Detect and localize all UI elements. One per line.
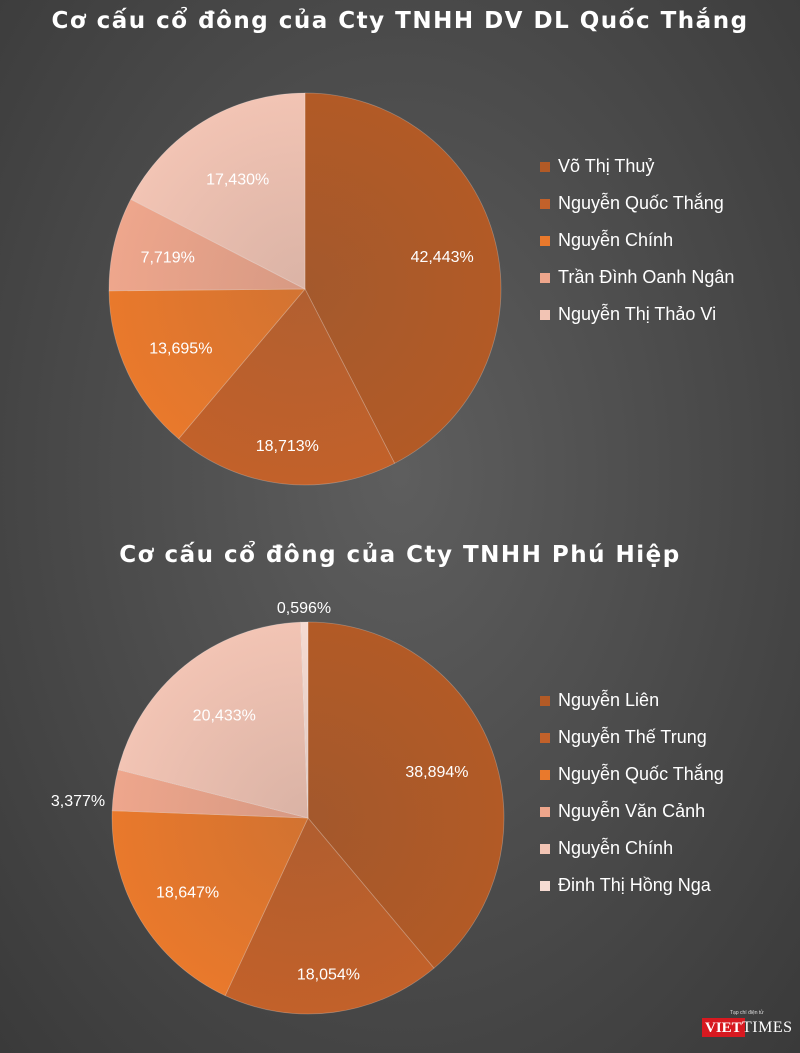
pie-svg-phu-hiep: 38,894% 18,054% 18,647% 3,377% 20,433% 0,596% [51, 600, 505, 1015]
logo-tagline: Tạp chí điện tử [730, 1010, 764, 1016]
slice-value-label: 18,054% [297, 966, 360, 983]
legend-item: Nguyễn Văn Cảnh [540, 793, 724, 830]
slice-value-label: 13,695% [149, 340, 212, 357]
slice-value-label: 18,713% [256, 438, 319, 455]
logo-viet: VIET [702, 1018, 745, 1037]
legend-swatch [540, 198, 550, 209]
slice-value-label: 18,647% [156, 885, 219, 902]
pie-slice [224, 817, 435, 1015]
pie-slice [130, 92, 306, 290]
chart-title: Cơ cấu cổ đông của Cty TNHH DV DL Quốc T… [51, 8, 749, 34]
pie-svg-quoc-thang: 42,443% 18,713% 13,695% 7,719% 17,430% [108, 92, 502, 486]
legend-item: Võ Thị Thuỷ [540, 148, 734, 185]
legend-label: Nguyễn Quốc Thắng [558, 764, 724, 784]
legend-label: Nguyễn Quốc Thắng [558, 193, 724, 213]
legend-swatch [540, 161, 550, 172]
legend-item: Nguyễn Chính [540, 222, 734, 259]
chart-title: Cơ cấu cổ đông của Cty TNHH Phú Hiệp [119, 542, 681, 568]
legend-item: Nguyễn Chính [540, 830, 724, 867]
legend: Nguyễn Liên Nguyễn Thế Trung Nguyễn Quốc T… [540, 682, 724, 904]
legend-swatch [540, 732, 550, 743]
pie-chart-quoc-thang: 42,443% 18,713% 13,695% 7,719% 17,430% Cơ cấ… [0, 0, 800, 520]
legend-label: Nguyễn Thế Trung [558, 727, 707, 747]
pie-slice [117, 621, 309, 819]
logo-times: TIMES [742, 1019, 793, 1036]
legend: Võ Thị Thuỷ Nguyễn Quốc Thắng Nguyễn Chính… [540, 148, 734, 333]
slice-value-label: 20,433% [193, 707, 256, 724]
pie-slice [300, 621, 309, 819]
legend-swatch [540, 880, 550, 891]
legend-item: Nguyễn Liên [540, 682, 724, 719]
legend-swatch [540, 843, 550, 854]
slice-value-label: 38,894% [405, 764, 468, 781]
pie-slice [111, 810, 309, 997]
legend-label: Nguyễn Văn Cảnh [558, 801, 706, 821]
legend-swatch [540, 695, 550, 706]
legend-label: Nguyễn Liên [558, 690, 660, 710]
pie-slice [108, 288, 306, 440]
pie-slice [307, 621, 505, 969]
legend-label: Nguyễn Chính [558, 230, 674, 250]
legend-swatch [540, 235, 550, 246]
pie-slice [178, 288, 396, 486]
legend-swatch [540, 309, 550, 320]
slice-value-label: 7,719% [141, 249, 195, 266]
legend-item: Nguyễn Thế Trung [540, 719, 724, 756]
legend-swatch [540, 769, 550, 780]
legend-label: Võ Thị Thuỷ [558, 156, 655, 176]
legend-label: Nguyễn Chính [558, 838, 674, 858]
legend-item: Nguyễn Thị Thảo Vi [540, 296, 734, 333]
pie-slice [111, 769, 309, 819]
pie-slice [304, 92, 502, 464]
legend-item: Nguyễn Quốc Thắng [540, 756, 724, 793]
vietimes-logo: Tạp chí điện tử VIET TIMES [702, 1010, 793, 1044]
legend-label: Nguyễn Thị Thảo Vi [558, 304, 717, 324]
legend-item: Nguyễn Quốc Thắng [540, 185, 734, 222]
legend-swatch [540, 806, 550, 817]
slice-value-label: 42,443% [411, 249, 474, 266]
legend-swatch [540, 272, 550, 283]
legend-label: Trần Đình Oanh Ngân [558, 267, 735, 287]
pie-chart-phu-hiep: 38,894% 18,054% 18,647% 3,377% 20,433% 0,596%… [0, 520, 800, 1053]
slice-value-label: 3,377% [51, 793, 105, 810]
legend-label: Đinh Thị Hồng Nga [558, 875, 711, 895]
slice-value-label: 0,596% [277, 600, 331, 617]
legend-item: Trần Đình Oanh Ngân [540, 259, 734, 296]
legend-item: Đinh Thị Hồng Nga [540, 867, 724, 904]
pie-slice [108, 198, 306, 292]
slice-value-label: 17,430% [206, 172, 269, 189]
